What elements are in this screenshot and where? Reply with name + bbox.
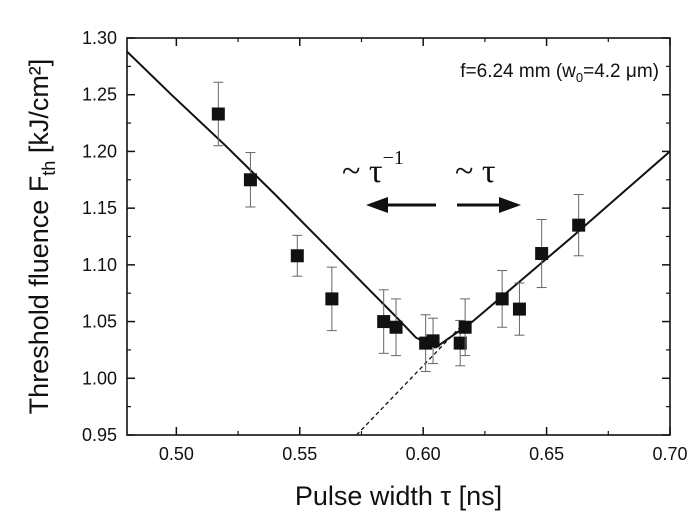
data-point: [426, 334, 440, 348]
focal-length-annotation: f=6.24 mm (w0=4.2 μm): [460, 61, 659, 85]
left-trend-label: ~ τ−1: [342, 147, 404, 190]
data-point: [243, 173, 257, 187]
y-tick-label: 1.15: [82, 198, 117, 218]
fit-line-left: [127, 50, 436, 349]
x-tick-label: 0.65: [529, 444, 564, 464]
data-point: [211, 107, 225, 121]
data-point: [495, 292, 509, 306]
left-trend-exponent: −1: [383, 147, 404, 169]
right-arrow: [457, 197, 521, 213]
data-point: [325, 292, 339, 306]
y-axis-title-subscript: th: [39, 161, 59, 176]
plot-frame: [126, 37, 671, 436]
x-axis-title: Pulse width τ [ns]: [295, 481, 502, 511]
data-point: [458, 320, 472, 334]
annotation-tail: =4.2 μm): [583, 61, 659, 82]
data-point: [389, 320, 403, 334]
extrapolation-dashed-line: [356, 326, 461, 435]
y-tick-label: 0.95: [82, 425, 117, 445]
x-tick-label: 0.55: [282, 444, 317, 464]
right-trend-label: ~ τ: [455, 153, 496, 190]
y-tick-label: 1.00: [82, 368, 117, 388]
y-axis-title: Threshold fluence Fth [kJ/cm²]: [24, 59, 59, 415]
left-arrow: [366, 197, 436, 213]
data-point: [572, 218, 586, 232]
data-point: [377, 315, 391, 329]
y-tick-label: 1.30: [82, 28, 117, 48]
y-tick-label: 1.25: [82, 85, 117, 105]
y-axis-title-unit: [kJ/cm²]: [24, 59, 54, 161]
x-tick-label: 0.60: [406, 444, 441, 464]
x-tick-label: 0.50: [159, 444, 194, 464]
y-tick-label: 1.05: [82, 312, 117, 332]
data-point: [290, 249, 304, 263]
y-tick-label: 1.10: [82, 255, 117, 275]
data-point: [535, 247, 549, 261]
data-point: [512, 302, 526, 316]
data-point: [453, 336, 467, 350]
y-tick-label: 1.20: [82, 141, 117, 161]
annotation-subscript: 0: [576, 70, 583, 85]
x-tick-label: 0.70: [652, 444, 687, 464]
